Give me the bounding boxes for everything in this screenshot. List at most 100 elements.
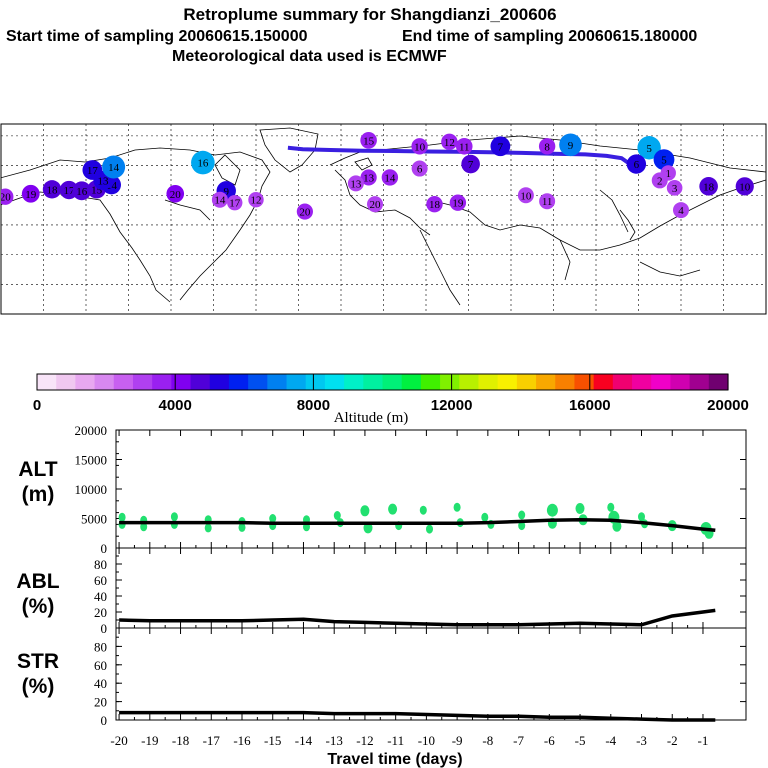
x-tick-label: -3	[636, 733, 647, 748]
x-tick-label: -10	[418, 733, 435, 748]
y-tick-label: 0	[101, 621, 108, 636]
colorbar-cell	[708, 374, 729, 390]
colorbar-cell	[344, 374, 364, 390]
y-tick-label: 20000	[75, 423, 108, 438]
cluster-marker	[227, 194, 243, 211]
cluster-marker	[248, 192, 264, 208]
altitude-scatter-point	[518, 510, 526, 520]
x-tick-label: -11	[387, 733, 404, 748]
colorbar-cell	[56, 374, 76, 390]
y-tick-label: 0	[101, 713, 108, 728]
cluster-day-label: 5	[661, 155, 667, 167]
colorbar-cell	[612, 374, 633, 390]
colorbar-cell	[37, 374, 57, 390]
cluster-day-label: 20	[299, 207, 311, 219]
cluster-day-label: 8	[544, 141, 550, 153]
colorbar-cell	[113, 374, 134, 390]
altitude-scatter-point	[518, 521, 526, 531]
x-tick-label: -18	[172, 733, 189, 748]
cluster-marker	[82, 160, 103, 180]
y-tick-label: 0	[101, 541, 108, 556]
x-axis-label: Travel time (days)	[327, 751, 462, 768]
colorbar-cell	[171, 374, 192, 390]
colorbar-cell	[516, 374, 537, 390]
altitude-scatter-point	[546, 503, 558, 517]
cluster-marker	[441, 133, 458, 151]
colorbar-cell	[670, 374, 691, 390]
cluster-marker	[490, 136, 511, 157]
colorbar-cell	[152, 374, 172, 390]
series-line	[119, 608, 716, 627]
x-tick-label: -20	[110, 733, 127, 748]
cluster-marker	[166, 184, 185, 203]
x-tick-label: -13	[326, 733, 343, 748]
y-tick-label: 15000	[75, 453, 108, 468]
cluster-day-label: 11	[459, 141, 470, 153]
x-tick-label: -9	[452, 733, 463, 748]
altitude-scatter-point	[612, 520, 622, 532]
colorbar-ticks: 0 4000 8000 12000 16000 20000	[33, 374, 749, 414]
cluster-marker	[699, 177, 718, 196]
cluster-day-label: 19	[452, 198, 464, 210]
cluster-day-label: 18	[703, 181, 715, 193]
mean-trajectory-track	[287, 145, 630, 165]
cluster-marker	[559, 133, 582, 157]
x-tick-label: -14	[295, 733, 313, 748]
colorbar-cell	[209, 374, 230, 390]
colorbar-cell	[478, 374, 499, 390]
cluster-day-label: 9	[568, 140, 574, 152]
colorbar-cell	[286, 374, 307, 390]
x-tick-label: -12	[356, 733, 373, 748]
cluster-day-label: 2	[657, 175, 663, 187]
cluster-marker	[637, 136, 661, 160]
cluster-marker	[735, 177, 754, 196]
cluster-marker	[211, 191, 228, 208]
colorbar-cell	[574, 374, 595, 390]
cluster-day-label: 20	[170, 189, 182, 201]
cluster-day-label: 7	[498, 141, 504, 153]
cluster-day-label: 10	[739, 181, 751, 193]
altitude-scatter-point	[238, 522, 246, 532]
cluster-day-label: 18	[429, 199, 441, 211]
y-axis-label: ABL	[16, 570, 59, 593]
x-tick-label: -17	[203, 733, 221, 748]
altitude-scatter-point	[118, 512, 126, 522]
colorbar-cell	[401, 374, 422, 390]
figure-title: Retroplume summary for Shangdianzi_20060…	[183, 5, 556, 24]
cluster-day-label: 17	[87, 165, 99, 177]
x-tick-label: -15	[264, 733, 281, 748]
cluster-marker	[381, 169, 399, 186]
colorbar-cell	[459, 374, 480, 390]
colorbar-cell	[555, 374, 576, 390]
cluster-day-label: 19	[25, 189, 37, 201]
x-tick-label: -5	[575, 733, 586, 748]
y-tick-label: 80	[94, 639, 107, 654]
cluster-marker	[296, 203, 313, 220]
cluster-day-label: 14	[384, 172, 396, 184]
cluster-marker	[411, 138, 428, 155]
colorbar-cell	[536, 374, 556, 390]
cluster-marker	[538, 138, 556, 155]
colorbar-tick-label: 0	[33, 397, 41, 414]
colorbar-title: Altitude (m)	[334, 410, 409, 426]
cluster-marker	[360, 132, 377, 149]
colorbar-cells	[37, 374, 729, 390]
cluster-marker	[426, 195, 443, 213]
cluster-marker	[653, 149, 675, 171]
cluster-day-label: 5	[646, 143, 652, 155]
cluster-marker	[461, 154, 480, 174]
cluster-marker	[1, 188, 14, 205]
cluster-day-label: 16	[76, 186, 88, 198]
cluster-day-label: 9	[224, 186, 230, 198]
y-axis-label: STR	[17, 650, 59, 673]
cluster-marker	[72, 181, 92, 201]
cluster-day-label: 10	[520, 190, 532, 202]
colorbar-cell	[248, 374, 268, 390]
cluster-marker	[411, 160, 428, 177]
cluster-marker	[449, 194, 467, 211]
altitude-colorbar: 0 4000 8000 12000 16000 20000 Altitude (m)	[33, 373, 749, 426]
x-tick-label: -1	[698, 733, 709, 748]
colorbar-cell	[632, 374, 652, 390]
start-time-label: Start time of sampling 20060615.150000	[6, 28, 308, 45]
